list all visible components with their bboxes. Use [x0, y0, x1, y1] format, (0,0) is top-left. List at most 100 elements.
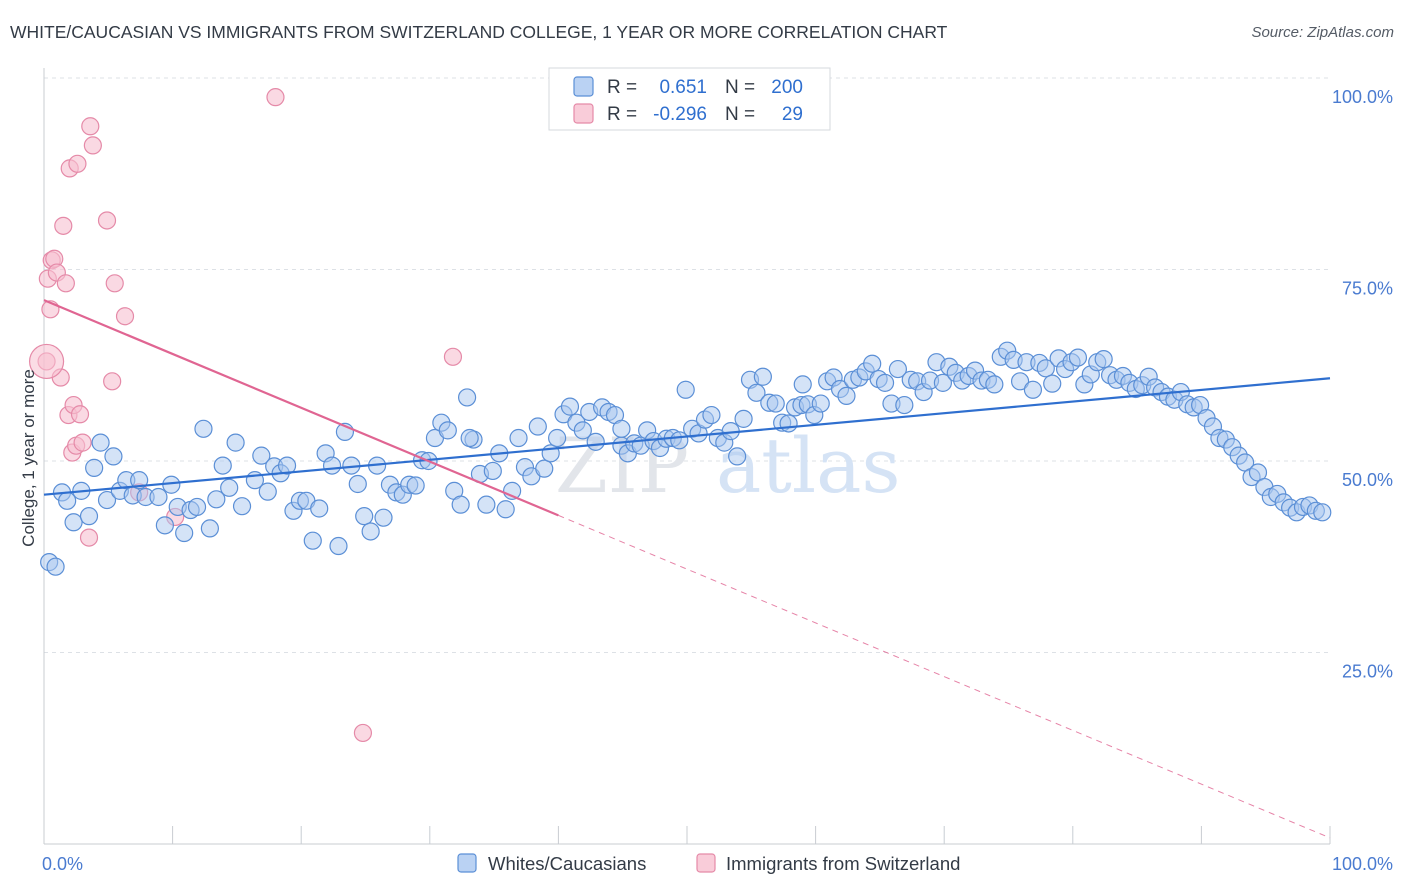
data-point-whites — [258, 482, 277, 501]
data-point-whites — [361, 522, 380, 541]
data-point-whites — [85, 458, 104, 477]
data-point-whites — [747, 383, 766, 402]
data-point-whites — [985, 375, 1004, 394]
legend-n-value: 200 — [771, 77, 803, 98]
data-point-whites — [728, 447, 747, 466]
legend-n-label: N = — [725, 104, 755, 125]
data-point-whites — [586, 432, 605, 451]
data-point-immigrants — [79, 528, 99, 547]
data-point-whites — [509, 428, 528, 448]
data-point-whites — [277, 456, 297, 475]
data-point-whites — [310, 499, 329, 518]
watermark: ZIP atlas — [555, 421, 900, 510]
legend-label-whites: Whites/Caucasians — [488, 853, 646, 874]
data-point-whites — [187, 497, 207, 517]
data-point-whites — [560, 397, 580, 416]
tick-labels: 100.0% 75.0% 50.0% 25.0% 0.0% 100.0% — [42, 87, 1393, 874]
legend-stats: R = 0.651 N = 200 R = -0.296 N = 29 — [548, 67, 831, 131]
y-axis-label: College, 1 year or more — [19, 369, 38, 547]
data-point-whites — [1313, 503, 1332, 522]
series-immigrants-switzerland — [28, 88, 463, 743]
data-point-whites — [46, 557, 65, 576]
data-point-whites — [863, 354, 882, 373]
data-point-whites — [175, 523, 194, 543]
data-point-whites — [779, 414, 798, 433]
data-point-whites — [149, 487, 168, 507]
source-credit: Source: ZipAtlas.com — [1251, 24, 1394, 41]
data-point-whites — [451, 495, 470, 514]
legend-r-value: -0.296 — [653, 104, 707, 125]
data-point-whites — [438, 421, 457, 440]
data-point-whites — [1023, 380, 1043, 399]
data-point-whites — [460, 428, 479, 448]
data-point-whites — [130, 471, 149, 490]
data-point-whites — [232, 497, 252, 516]
data-point-whites — [348, 474, 367, 494]
data-point-whites — [766, 394, 785, 413]
legend-r-label: R = — [607, 104, 637, 125]
data-point-whites — [528, 417, 547, 436]
trend-line-immigrants-extrapolated — [558, 514, 1331, 839]
data-point-whites — [548, 428, 567, 448]
data-point-whites — [933, 373, 953, 392]
legend-r-value: 0.651 — [659, 77, 707, 98]
data-point-whites — [200, 519, 219, 538]
data-point-immigrants — [73, 433, 92, 452]
legend-swatch — [573, 103, 594, 124]
x-tick-label-min: 0.0% — [42, 854, 83, 874]
legend-r-label: R = — [607, 77, 637, 98]
data-point-whites — [1094, 350, 1113, 369]
data-point-immigrants — [70, 405, 90, 424]
data-point-whites — [406, 476, 425, 495]
data-point-whites — [734, 409, 753, 428]
data-point-whites — [58, 491, 77, 510]
data-point-whites — [1068, 348, 1088, 367]
legend-bottom: Whites/Caucasians Immigrants from Switzer… — [457, 853, 960, 874]
data-point-immigrants — [54, 216, 73, 235]
data-point-immigrants — [266, 88, 285, 107]
legend-swatch — [573, 76, 594, 97]
data-point-immigrants — [81, 117, 100, 136]
data-point-whites — [64, 513, 83, 532]
data-point-whites — [793, 375, 812, 394]
data-point-whites — [702, 405, 721, 425]
data-point-whites — [104, 447, 123, 466]
watermark-atlas: atlas — [716, 421, 900, 510]
data-point-whites — [355, 507, 374, 526]
trend-line-whites — [43, 377, 1331, 496]
data-point-immigrants — [68, 154, 87, 173]
data-point-whites — [91, 433, 110, 452]
data-point-whites — [457, 388, 477, 407]
data-point-whites — [535, 459, 554, 478]
data-point-whites — [155, 516, 174, 535]
grid-lines — [44, 77, 1330, 653]
data-point-immigrants — [83, 136, 102, 155]
data-point-whites — [895, 395, 914, 415]
data-point-immigrants — [105, 274, 124, 293]
data-point-whites — [811, 394, 830, 413]
chart-title: WHITE/CAUCASIAN VS IMMIGRANTS FROM SWITZ… — [10, 22, 948, 42]
legend-box — [548, 67, 831, 131]
data-point-whites — [483, 461, 502, 481]
data-point-whites — [837, 386, 856, 405]
data-point-immigrants — [115, 307, 135, 326]
data-point-whites — [573, 421, 592, 440]
legend-n-label: N = — [725, 77, 755, 98]
data-point-whites — [753, 367, 772, 386]
y-tick-label: 25.0% — [1342, 662, 1393, 682]
data-point-whites — [329, 536, 348, 556]
data-point-whites — [374, 508, 393, 527]
data-point-whites — [477, 495, 496, 514]
trend-lines — [43, 299, 1331, 839]
data-point-immigrants — [56, 274, 75, 293]
legend-swatch-immigrants — [696, 853, 716, 873]
data-point-immigrants — [443, 347, 463, 366]
trend-line-immigrants — [43, 299, 559, 517]
data-point-immigrants-large — [28, 343, 65, 380]
data-point-whites — [322, 456, 342, 475]
data-point-whites — [875, 373, 895, 392]
data-point-whites — [97, 490, 117, 510]
data-point-whites — [496, 500, 515, 519]
data-point-whites — [213, 456, 232, 475]
